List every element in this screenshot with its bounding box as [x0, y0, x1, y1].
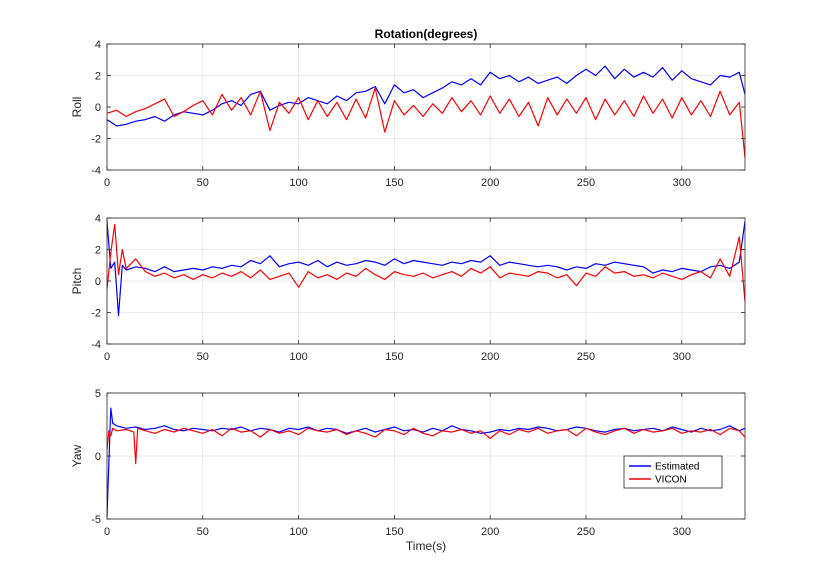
series-line-series-2 [107, 87, 745, 158]
y-tick-label: -4 [91, 339, 101, 351]
x-tick-label: 50 [197, 526, 209, 538]
y-tick-label: 0 [95, 276, 101, 288]
x-tick-label: 250 [577, 351, 595, 363]
subplot-3: 0 50 100 150 200 250 300-505YawTime(s)Estimate… [70, 388, 746, 553]
series-line-series-1 [107, 221, 745, 317]
legend-label-estimated: Estimated [655, 462, 699, 473]
series-line-vicon [107, 427, 745, 465]
subplot-1: 0 50 100 150 200 250 300 -4 -2 0 2 4 Rotation(degree… [70, 27, 746, 189]
x-tick-label: 0 [104, 526, 110, 538]
legend-label-vicon: VICON [655, 475, 687, 486]
x-tick-label: 100 [289, 526, 307, 538]
y-tick-label: 2 [95, 71, 101, 83]
legend-box [623, 455, 723, 489]
x-tick-label: 200 [481, 351, 499, 363]
y-axis-label: Pitch [70, 268, 84, 295]
y-tick-label: -4 [91, 165, 101, 177]
x-axis-label: Time(s) [406, 539, 446, 553]
x-tick-label: 150 [385, 351, 403, 363]
x-tick-label: 100 [289, 351, 307, 363]
subplot-2: 0 50 100 150 200 250 300 -4 -2 0 2 4 Pitch [70, 213, 746, 363]
x-tick-label: 0 [104, 351, 110, 363]
x-tick-label: 0 [104, 177, 110, 189]
y-tick-label: 4 [95, 39, 101, 51]
chart-title: Rotation(degrees) [375, 27, 478, 41]
series-line-series-2 [107, 223, 745, 302]
x-tick-label: 150 [385, 526, 403, 538]
y-tick-label: 0 [95, 102, 101, 114]
y-tick-label: -2 [91, 134, 101, 146]
series-line-estimated [107, 407, 745, 517]
y-tick-label: 4 [95, 213, 101, 225]
y-tick-label: -2 [91, 308, 101, 320]
x-tick-label: 300 [673, 177, 691, 189]
y-tick-label: 5 [95, 388, 101, 400]
x-tick-label: 250 [577, 177, 595, 189]
x-tick-label: 150 [385, 177, 403, 189]
series-line-series-1 [107, 65, 745, 127]
x-tick-label: 100 [289, 177, 307, 189]
x-tick-label: 250 [577, 526, 595, 538]
x-tick-label: 200 [481, 526, 499, 538]
x-tick-label: 300 [673, 526, 691, 538]
y-tick-label: -5 [91, 514, 101, 526]
y-tick-label: 2 [95, 245, 101, 257]
x-tick-label: 200 [481, 177, 499, 189]
x-tick-label: 300 [673, 351, 691, 363]
y-axis-label: Yaw [70, 444, 84, 467]
y-axis-label: Roll [70, 97, 84, 118]
legend: Estimated VICON [623, 455, 723, 489]
y-tick-label: 0 [95, 451, 101, 463]
x-tick-label: 50 [197, 351, 209, 363]
x-tick-label: 50 [197, 177, 209, 189]
